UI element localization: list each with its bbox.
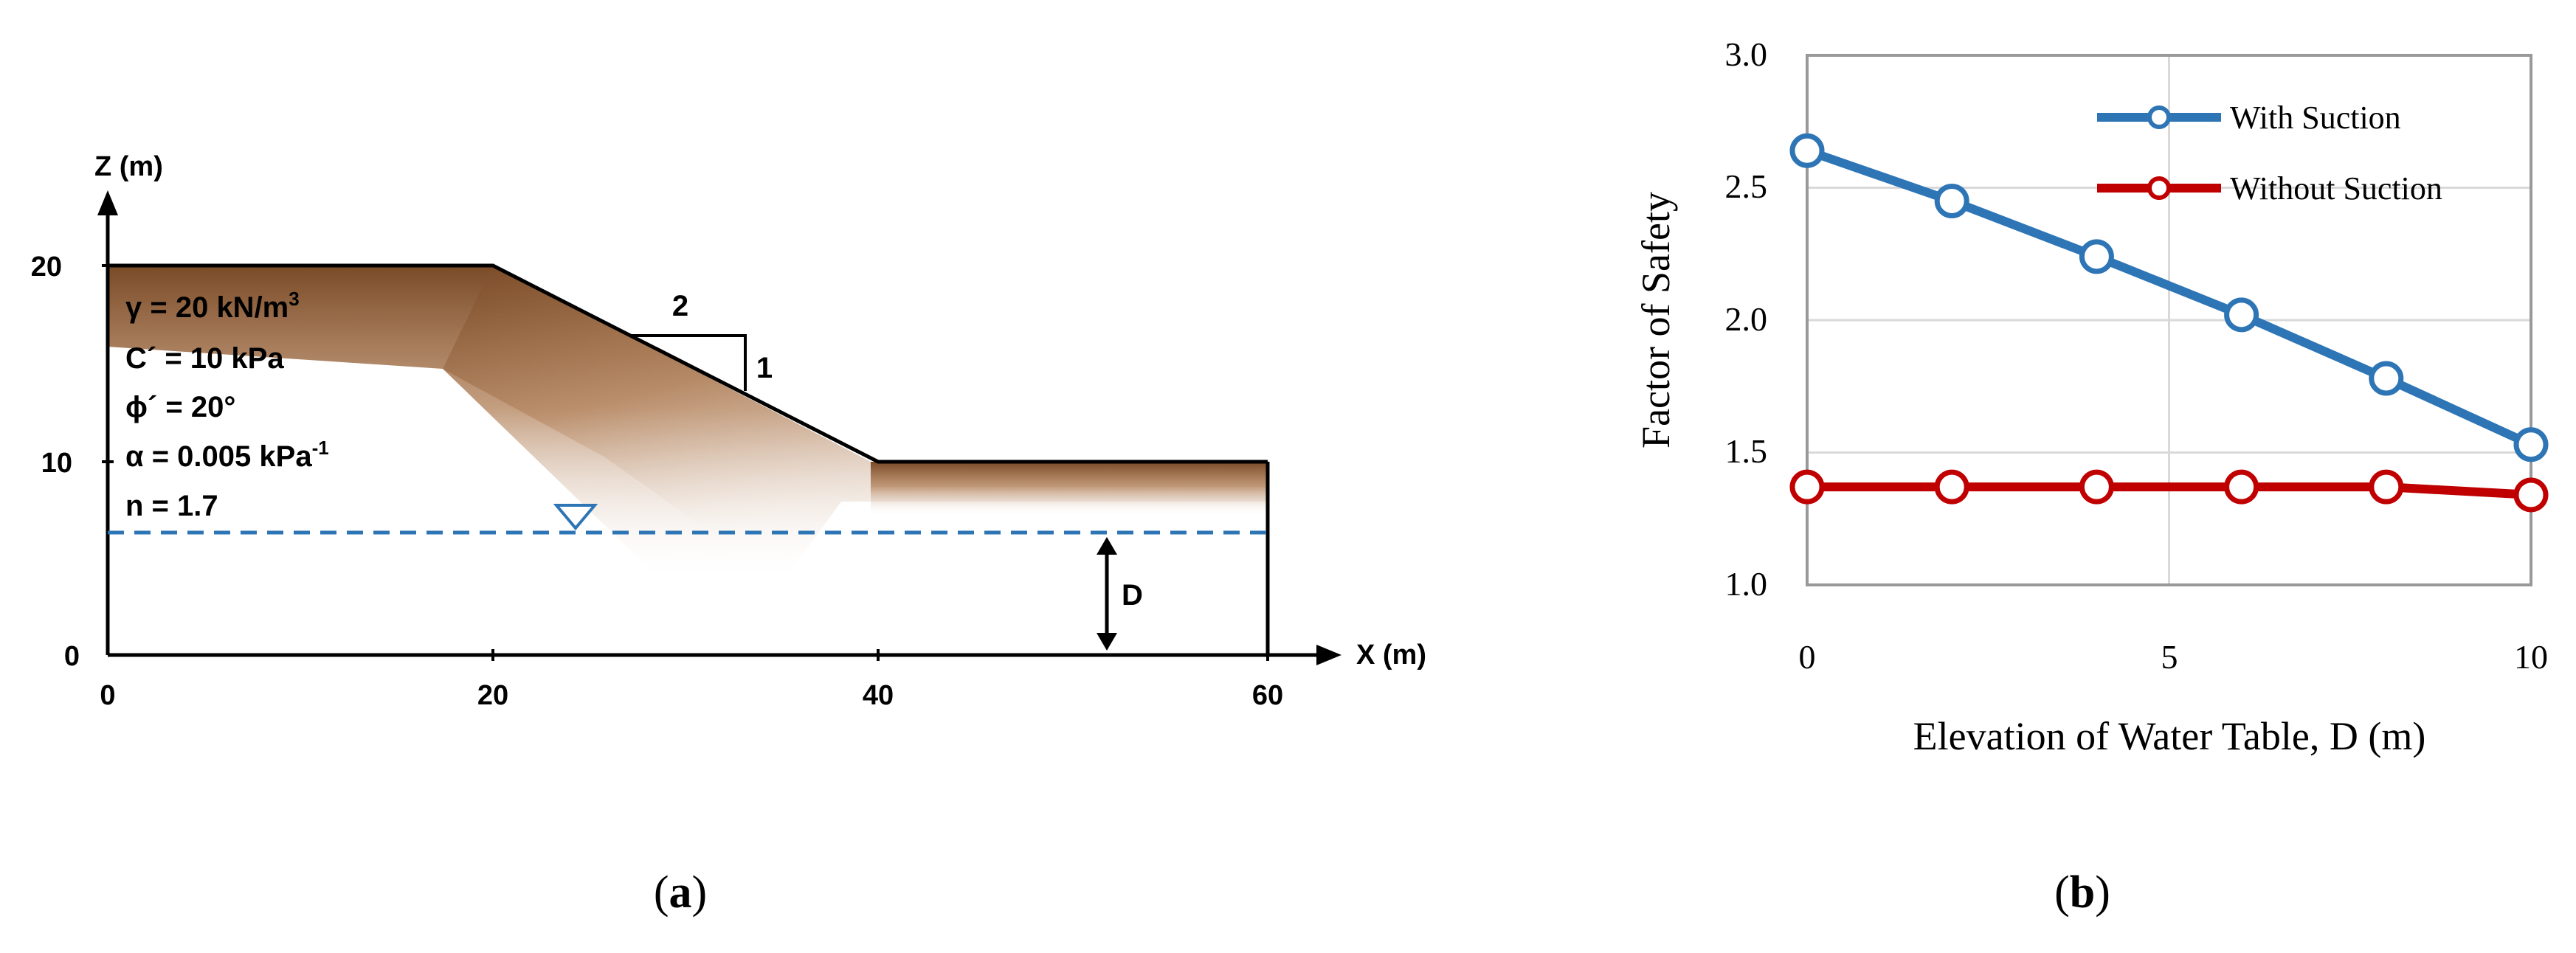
slope-ratio-triangle [629,334,747,391]
x-tick-label-60: 60 [1252,680,1283,711]
data-point-with-suction [2369,361,2404,396]
series-line-with-suction [1806,146,2533,449]
slope-geometry-panel: Z (m) X (m) 0 20 40 60 0 10 20 γ = 20 kN… [31,151,1426,918]
x-tick-label-20: 20 [477,680,508,711]
y-tick-label: 1.0 [1725,565,1768,603]
z-tick-label-0: 0 [64,641,80,672]
data-point-without-suction [1934,469,1969,505]
factor-of-safety-chart: 1.0 1.5 2.0 2.5 3.0 0 5 10 Elevation of … [1634,35,2549,918]
data-point-with-suction [2224,297,2259,333]
plot-area-frame [1806,54,2532,586]
x-tick-label: 5 [2161,638,2178,676]
data-point-without-suction [1789,469,1825,505]
soil-toe-shading [871,462,1269,516]
slope-ratio-vertical: 1 [756,352,773,384]
data-point-without-suction [2369,469,2404,505]
series-line-without-suction [1807,482,2532,499]
depth-label: D [1122,579,1143,611]
x-tick-label-0: 0 [100,680,115,711]
data-point-without-suction [2224,469,2259,505]
panel-b-caption: (b) [2054,867,2110,918]
water-table-symbol [553,504,598,531]
alpha-parameter-label: α = 0.005 kPa-1 [125,437,329,473]
ground-surface [108,263,1268,464]
depth-arrowhead-bottom [1097,633,1117,651]
x-axis-arrowhead [1316,645,1341,665]
x-tick-label: 10 [2514,638,2548,676]
panel-a-caption: (a) [654,867,707,918]
z-tick-label-20: 20 [31,252,62,283]
chart-gridlines [1807,55,2531,585]
z-tick-label-10: 10 [41,448,72,479]
cohesion-label: C´ = 10 kPa [125,342,284,375]
legend-label-with-suction: With Suction [2230,100,2401,136]
x-tick-label: 0 [1799,638,1816,676]
data-point-with-suction [2513,427,2549,462]
z-axis-label: Z (m) [94,151,163,182]
y-tick-label: 3.0 [1725,35,1768,73]
legend-label-without-suction: Without Suction [2230,170,2442,207]
x-axis-title: Elevation of Water Table, D (m) [1913,714,2426,758]
data-point-with-suction [1789,133,1825,168]
legend-marker-with-suction [2147,105,2171,129]
data-point-without-suction [2513,477,2549,513]
z-axis-arrowhead [97,190,118,215]
chart-series-layer [1789,133,2549,513]
legend-marker-without-suction [2147,176,2171,200]
y-tick-label: 1.5 [1725,432,1768,470]
n-parameter-label: n = 1.7 [125,490,218,522]
y-axis-title: Factor of Safety [1634,192,1678,448]
x-tick-label-40: 40 [863,680,894,711]
y-tick-label: 2.5 [1725,167,1768,205]
friction-angle-label: ϕ´ = 20° [125,391,235,423]
chart-legend: With Suction Without Suction [2097,100,2442,207]
depth-arrowhead-top [1097,537,1117,555]
x-axis-label: X (m) [1356,640,1426,670]
soil-slope-shading [443,266,878,583]
slope-ratio-horizontal: 2 [672,290,688,322]
data-point-without-suction [2079,469,2114,505]
unit-weight-label: γ = 20 kN/m3 [125,288,300,324]
y-tick-label: 2.0 [1725,300,1768,338]
data-point-with-suction [1934,183,1969,218]
data-point-with-suction [2079,239,2114,274]
